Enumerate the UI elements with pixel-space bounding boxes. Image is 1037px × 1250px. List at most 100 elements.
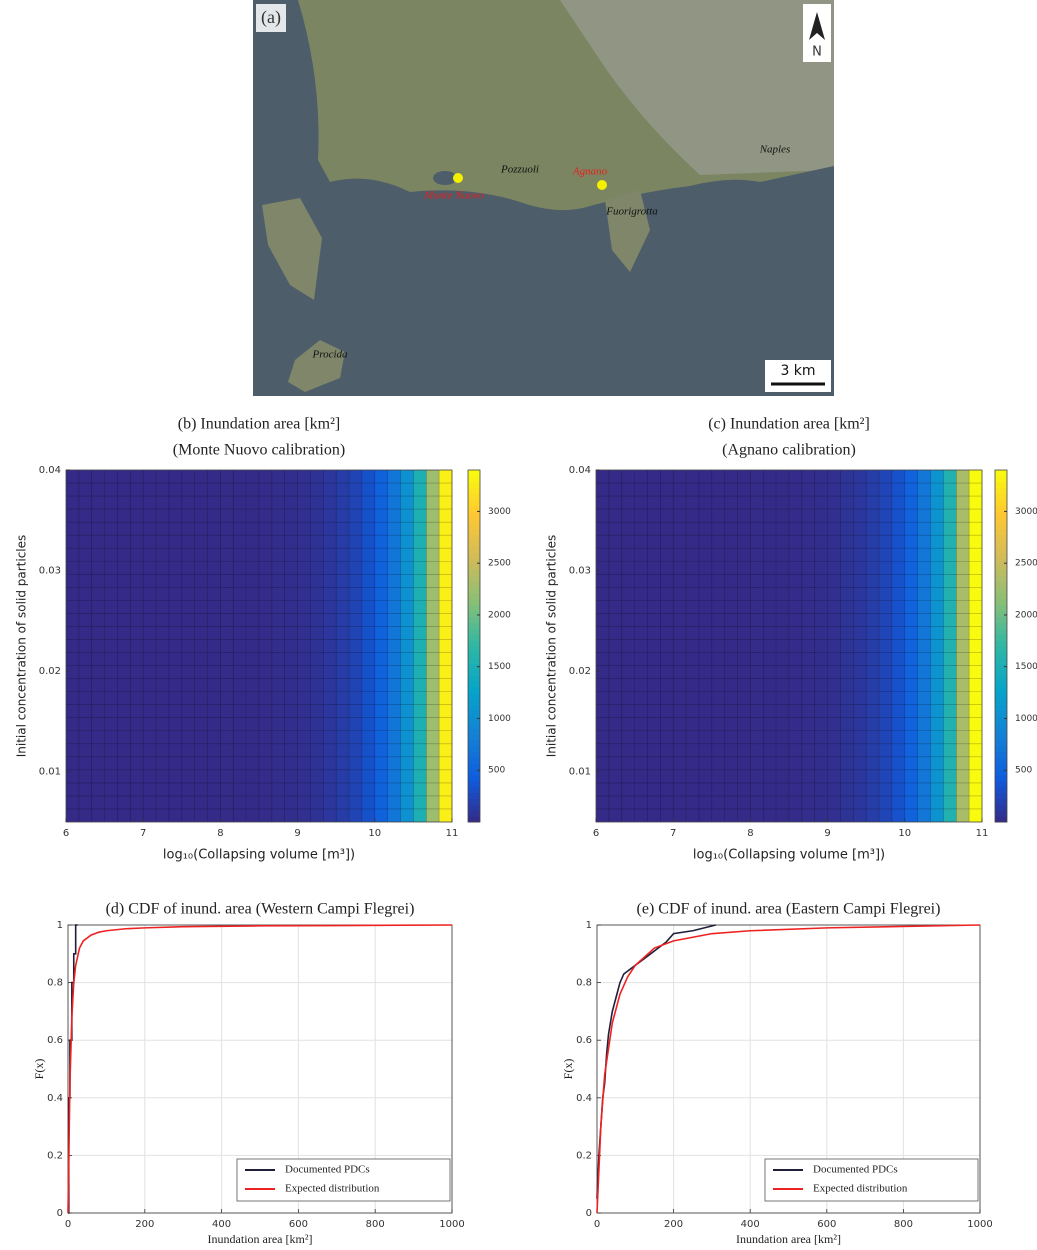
colorbar-segment [995,481,1007,489]
colorbar-segment [995,528,1007,536]
colorbar-segment [995,687,1007,694]
scale-label: 3 km [780,363,815,379]
colorbar-segment [995,810,1007,817]
heatmap-column [349,470,363,822]
cdf-line [596,924,981,1214]
colorbar-segment [468,481,480,489]
colorbar-segment [468,646,480,653]
colorbar-segment [995,628,1007,635]
heatmap-column [233,470,247,822]
colorbar-segment [995,534,1007,541]
heatmap-column [117,470,131,822]
colorbar-segment [995,499,1007,506]
y-axis-label: F(x) [32,1059,46,1080]
plot-frame [65,469,453,823]
colorbar-segment [995,505,1007,512]
heatmap-column [259,470,273,822]
colorbar-segment [995,487,1007,494]
x-tick-label: 9 [824,828,830,839]
x-tick-label: 11 [446,828,459,839]
heatmap-column [297,470,311,822]
heatmap-column [879,470,893,822]
colorbar-segment [468,739,480,747]
colorbar-segment [468,575,480,582]
chart-subtitle: (Monte Nuovo calibration) [173,442,345,459]
y-tick-label: 0.01 [569,767,591,778]
colorbar-frame [467,469,481,823]
x-tick-label: 8 [747,828,753,839]
colorbar-segment [468,534,480,541]
colorbar-segment [995,716,1007,723]
chart-subtitle: (Agnano calibration) [722,442,856,459]
colorbar-segment [995,763,1007,770]
colorbar-segment [468,751,480,758]
colorbar-segment [468,792,480,800]
colorbar-segment [995,769,1007,776]
colorbar-tick-label: 2500 [488,559,511,569]
colorbar-segment [995,516,1007,524]
y-tick-label: 0.04 [39,465,61,476]
colorbar-segment [468,616,480,624]
site-marker [597,180,607,190]
colorbar-segment [995,640,1007,647]
heatmap-column [698,470,713,822]
y-tick-label: 1 [586,920,592,931]
colorbar-segment [995,681,1007,688]
colorbar-segment [995,704,1007,712]
y-tick-label: 0.8 [576,978,592,989]
y-tick-label: 0.04 [569,465,591,476]
heatmap-column [647,470,661,822]
colorbar-segment [468,511,480,518]
colorbar-tick-label: 1500 [1015,662,1037,672]
heatmap-column [660,470,674,822]
colorbar-segment [995,786,1007,794]
y-axis-label: Initial concentration of solid particles [15,535,29,758]
heatmap-column [220,470,234,822]
legend-box [236,1158,451,1202]
colorbar-segment [468,786,480,794]
colorbar-tick-label: 2000 [1015,610,1037,620]
colorbar-segment [995,575,1007,582]
colorbar-segment [995,522,1007,530]
heatmap-column [156,470,170,822]
heatmap-column [439,470,453,822]
y-tick-label: 0.4 [576,1093,592,1104]
place-label: Procida [311,349,348,361]
x-tick-label: 800 [894,1219,913,1230]
x-tick-label: 0 [594,1219,600,1230]
colorbar-segment [468,816,480,823]
heatmap-column [143,470,157,822]
y-axis-label: Initial concentration of solid particles [545,535,559,758]
panel-label: (a) [261,7,281,28]
colorbar-segment [995,798,1007,805]
colorbar-segment [468,734,480,741]
chart-title: (e) CDF of inund. area (Eastern Campi Fl… [637,901,941,918]
colorbar-tick-label: 500 [1015,766,1032,776]
heatmap-column [207,470,221,822]
heatmap-column [904,470,918,822]
x-axis-label: log₁₀(Collapsing volume [m³]) [163,848,355,863]
colorbar-segment [468,669,480,676]
heatmap-column [801,470,816,822]
heatmap-column [737,470,751,822]
colorbar-segment [468,769,480,776]
heatmap-column [621,470,635,822]
chart-title: (c) Inundation area [km²] [708,416,870,433]
colorbar-segment [995,728,1007,735]
y-tick-label: 0.6 [576,1035,592,1046]
heatmap-column [168,470,183,822]
colorbar-segment [468,634,480,641]
colorbar-segment [468,569,480,577]
x-tick-label: 10 [368,828,381,839]
colorbar-segment [468,810,480,817]
colorbar-segment [995,616,1007,624]
procida-island [288,340,345,392]
colorbar-segment [468,728,480,735]
heatmap-column [930,470,944,822]
colorbar-segment [995,493,1007,500]
colorbar-segment [468,663,480,670]
colorbar-segment [468,552,480,559]
colorbar-segment [468,604,480,612]
x-axis-label: Inundation area [km²] [208,1232,313,1246]
colorbar-tick-label: 2500 [1015,559,1037,569]
